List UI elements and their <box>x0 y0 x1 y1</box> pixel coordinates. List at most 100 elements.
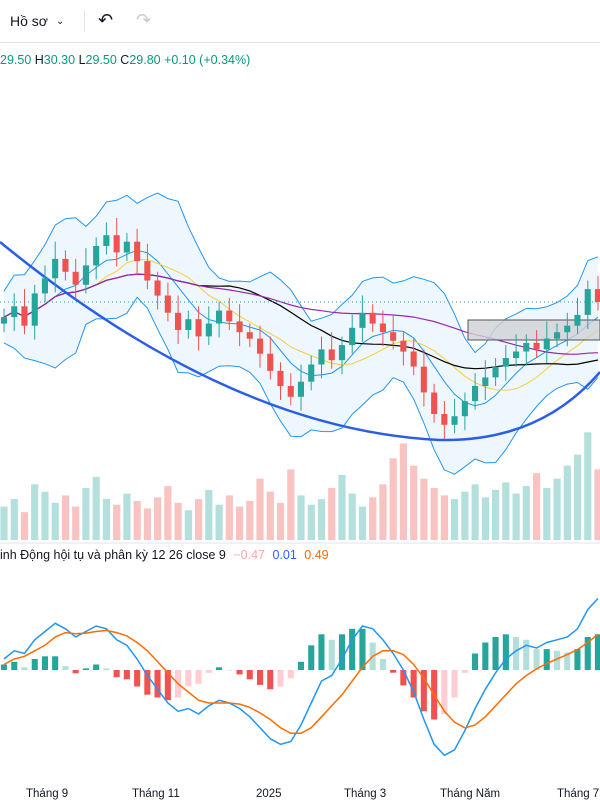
candle-body <box>0 317 7 324</box>
macd-histogram-bar <box>144 670 151 695</box>
x-axis-label: Tháng 9 <box>26 788 69 800</box>
macd-histogram-bar <box>72 670 79 674</box>
volume-bar <box>543 488 551 540</box>
toolbar-divider <box>84 10 85 32</box>
volume-bar <box>256 478 264 540</box>
volume-bar <box>389 458 397 540</box>
candle-body <box>236 321 243 333</box>
macd-histogram-bar <box>349 628 356 671</box>
volume-bar <box>471 484 479 540</box>
close-key: C <box>120 53 130 67</box>
candle-body <box>461 401 468 417</box>
candle-body <box>451 416 458 425</box>
candle-body <box>113 235 120 253</box>
volume-bar <box>184 510 192 540</box>
candle-body <box>441 414 448 425</box>
undo-icon[interactable]: ↶ <box>98 10 114 30</box>
candle-body <box>82 265 89 285</box>
ohlc-legend: 29.50 H30.30 L29.50 C29.80 +0.10 (+0.34%… <box>0 53 250 67</box>
candle-body <box>277 370 284 386</box>
candle-body <box>257 338 264 354</box>
macd-histogram-bar <box>123 670 130 680</box>
volume-bar <box>276 502 285 540</box>
profile-menu-button[interactable]: Hồ sơ ⌄ <box>0 0 74 42</box>
x-axis-label: Tháng 7 <box>557 788 600 800</box>
volume-bar <box>328 488 336 540</box>
macd-histogram-bar <box>410 670 417 698</box>
candle-body <box>420 366 427 393</box>
macd-histogram-bar <box>554 650 561 671</box>
volume-bar <box>266 491 274 540</box>
volume-bar <box>502 482 510 540</box>
macd-histogram-bar <box>216 667 223 670</box>
macd-value: −0.47 <box>233 548 265 562</box>
candle-body <box>584 289 591 315</box>
candle-body <box>318 349 325 365</box>
volume-bar <box>20 512 29 540</box>
candle-body <box>134 241 141 262</box>
high-key: H <box>34 53 44 67</box>
histogram-value: 0.49 <box>304 548 329 562</box>
volume-bar <box>594 469 600 540</box>
volume-bar <box>72 506 80 540</box>
macd-histogram-bar <box>277 670 284 687</box>
macd-histogram-bar <box>82 668 89 670</box>
redo-icon[interactable]: ↷ <box>136 10 152 30</box>
candle-body <box>246 332 253 339</box>
candle-body <box>523 342 530 352</box>
macd-histogram-bar <box>461 670 468 673</box>
volume-bar <box>41 491 49 540</box>
volume-bar <box>522 486 530 540</box>
candle-body <box>359 312 366 328</box>
volume-bar <box>307 504 315 540</box>
macd-histogram-bar <box>113 670 120 678</box>
macd-histogram-bar <box>308 645 315 671</box>
volume-bar <box>133 501 141 540</box>
volume-bar <box>512 493 520 540</box>
macd-histogram-bar <box>338 634 345 671</box>
volume-bar <box>338 475 346 540</box>
macd-histogram-bar <box>103 668 110 671</box>
candle-body <box>52 258 59 279</box>
candle-body <box>72 271 79 285</box>
macd-title: inh Động hội tụ và phân kỳ 12 26 close 9 <box>0 548 226 562</box>
signal-value: 0.01 <box>272 548 297 562</box>
volume-bar <box>164 486 172 540</box>
macd-histogram-bar <box>318 634 325 670</box>
macd-histogram-bar <box>246 670 253 680</box>
macd-histogram-bar <box>0 664 7 670</box>
candle-body <box>226 310 233 322</box>
volume-bar <box>236 506 244 540</box>
candle-body <box>123 241 130 253</box>
candle-body <box>103 235 110 246</box>
macd-histogram-bar <box>502 634 509 671</box>
volume-bar <box>102 499 110 540</box>
volume-bar <box>563 465 571 540</box>
macd-histogram-bar <box>52 656 59 671</box>
volume-bar <box>553 478 561 540</box>
macd-histogram-bar <box>11 661 18 670</box>
x-axis-label: Tháng 3 <box>344 788 387 800</box>
candle-body <box>472 386 479 402</box>
macd-legend: inh Động hội tụ và phân kỳ 12 26 close 9… <box>0 548 329 562</box>
ma-yellow-line <box>3 259 599 391</box>
candle-body <box>482 377 489 386</box>
volume-bar <box>573 454 582 540</box>
volume-bar <box>481 497 489 540</box>
macd-histogram-bar <box>472 653 479 670</box>
x-axis-label: Tháng 11 <box>132 788 180 800</box>
macd-histogram-bar <box>543 649 550 670</box>
candle-body <box>11 306 18 318</box>
macd-histogram-bar <box>62 666 69 670</box>
macd-histogram-bar <box>93 664 100 670</box>
candle-body <box>533 342 540 350</box>
macd-histogram-bar <box>31 659 38 670</box>
candle-body <box>308 364 315 382</box>
candle-body <box>267 353 274 371</box>
macd-histogram-bar <box>267 670 274 690</box>
macd-histogram-bar <box>564 652 571 670</box>
macd-histogram-bar <box>523 639 530 671</box>
macd-histogram-bar <box>400 670 407 686</box>
macd-histogram-bar <box>134 670 141 687</box>
